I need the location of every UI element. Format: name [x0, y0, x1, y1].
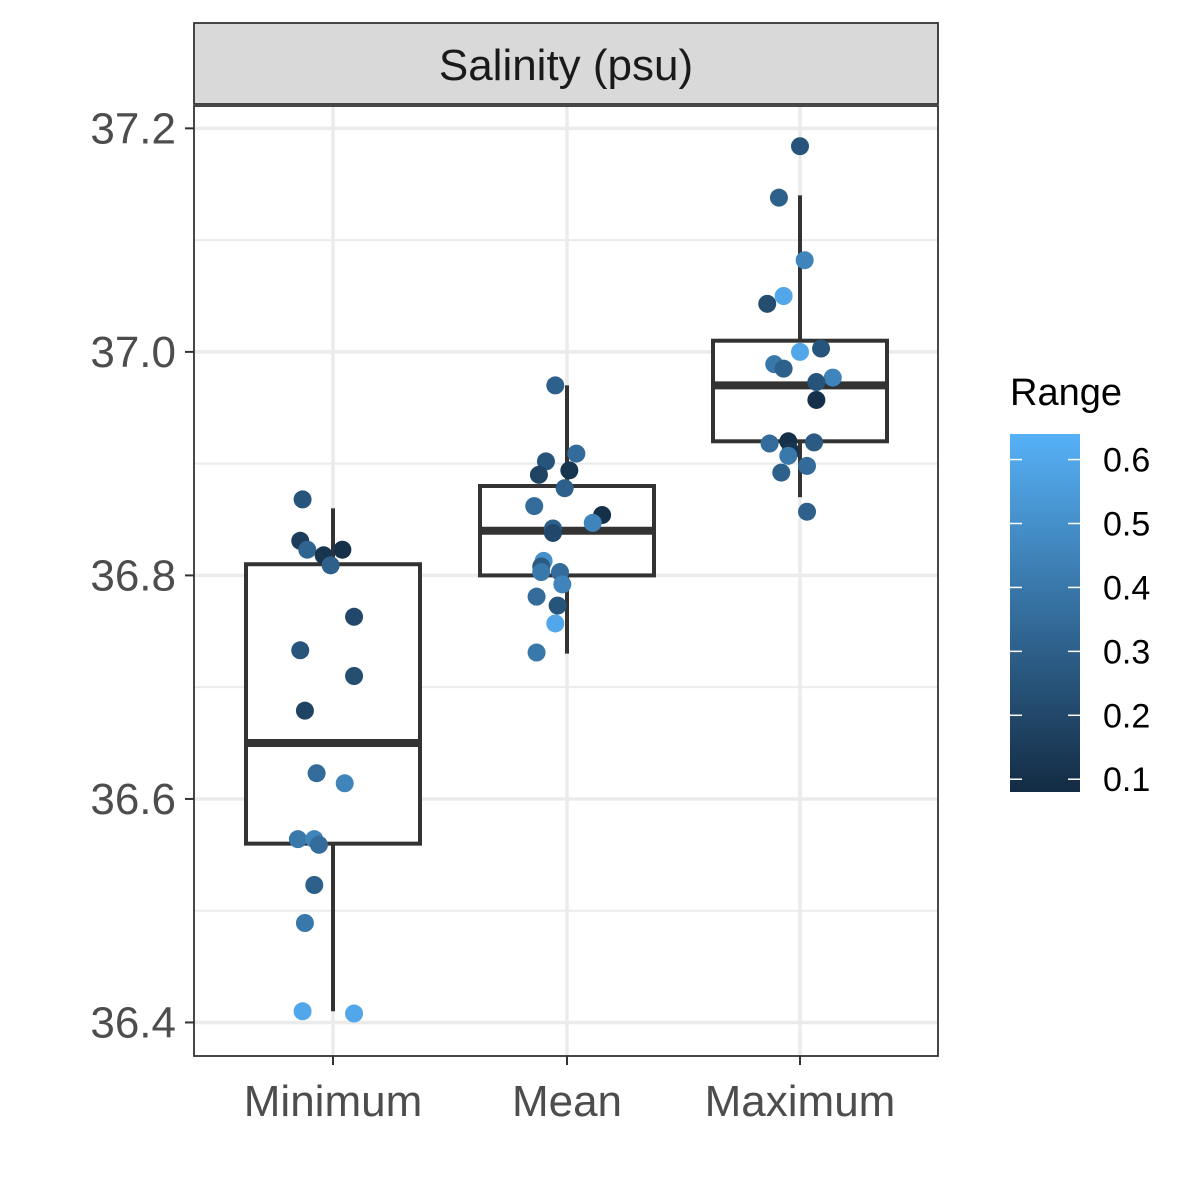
y-tick-label: 37.2 [90, 104, 176, 153]
data-point [548, 596, 567, 615]
data-point [345, 607, 364, 626]
legend-tick-label: 0.4 [1103, 569, 1150, 607]
legend-tick-label: 0.1 [1103, 761, 1150, 799]
data-point [529, 465, 548, 484]
data-point [791, 342, 809, 361]
data-point [293, 1002, 312, 1021]
data-point [546, 376, 565, 395]
data-point [791, 137, 809, 156]
data-point [807, 390, 826, 409]
data-point [805, 433, 824, 452]
x-axis: Minimum Mean Maximum [244, 1056, 896, 1126]
y-tick-label: 37.0 [90, 328, 176, 377]
legend-tick-label: 0.5 [1103, 506, 1150, 544]
data-point [345, 1004, 364, 1023]
legend-tick-label: 0.2 [1103, 697, 1150, 735]
y-axis: 36.4 36.6 36.8 37.0 37.2 [90, 104, 194, 1047]
data-point [779, 446, 798, 465]
data-point [305, 876, 324, 894]
boxplots [244, 195, 889, 1012]
data-point [307, 764, 326, 783]
data-point [798, 456, 817, 475]
data-point [321, 556, 340, 575]
y-tick-label: 36.6 [90, 775, 176, 824]
data-point [291, 641, 310, 660]
legend-title: Range [1010, 372, 1122, 414]
y-tick-label: 36.8 [90, 551, 176, 600]
color-legend: Range 0.1 0.2 0.3 0.4 0.5 0.6 [1010, 372, 1150, 799]
data-point [798, 502, 817, 521]
data-point [758, 294, 777, 313]
data-point [553, 575, 572, 594]
y-tick-label: 36.4 [90, 998, 176, 1047]
data-point [823, 368, 842, 387]
x-tick-label: Maximum [705, 1077, 896, 1126]
data-point [546, 614, 565, 633]
data-point [295, 914, 314, 932]
data-point [309, 835, 328, 854]
jitter-points [288, 137, 842, 1023]
legend-tick-label: 0.6 [1103, 442, 1150, 480]
data-point [298, 540, 317, 559]
data-point [345, 667, 364, 685]
data-point [532, 563, 551, 582]
data-point [583, 513, 602, 532]
data-point [293, 490, 312, 509]
data-point [769, 188, 788, 207]
data-point [555, 479, 574, 498]
data-point [335, 774, 354, 793]
data-point [795, 251, 814, 270]
data-point [536, 452, 555, 471]
data-point [333, 540, 352, 559]
data-point [774, 287, 793, 305]
data-point [288, 830, 307, 849]
data-point [774, 359, 793, 378]
data-point [807, 373, 826, 392]
legend-colorbar [1010, 434, 1080, 792]
x-tick-label: Minimum [244, 1077, 422, 1126]
facet-strip-title: Salinity (psu) [439, 41, 693, 90]
x-tick-label: Mean [512, 1077, 622, 1126]
data-point [295, 701, 314, 720]
facet-strip [193, 22, 939, 105]
box-iqr [244, 562, 422, 846]
data-point [567, 444, 586, 463]
data-point [560, 461, 579, 480]
data-point [527, 643, 546, 662]
data-point [525, 497, 544, 516]
data-point [812, 339, 831, 358]
data-point [543, 523, 562, 542]
data-point [760, 434, 779, 453]
data-point [772, 463, 791, 482]
data-point [527, 587, 546, 606]
legend-tick-label: 0.3 [1103, 633, 1150, 671]
